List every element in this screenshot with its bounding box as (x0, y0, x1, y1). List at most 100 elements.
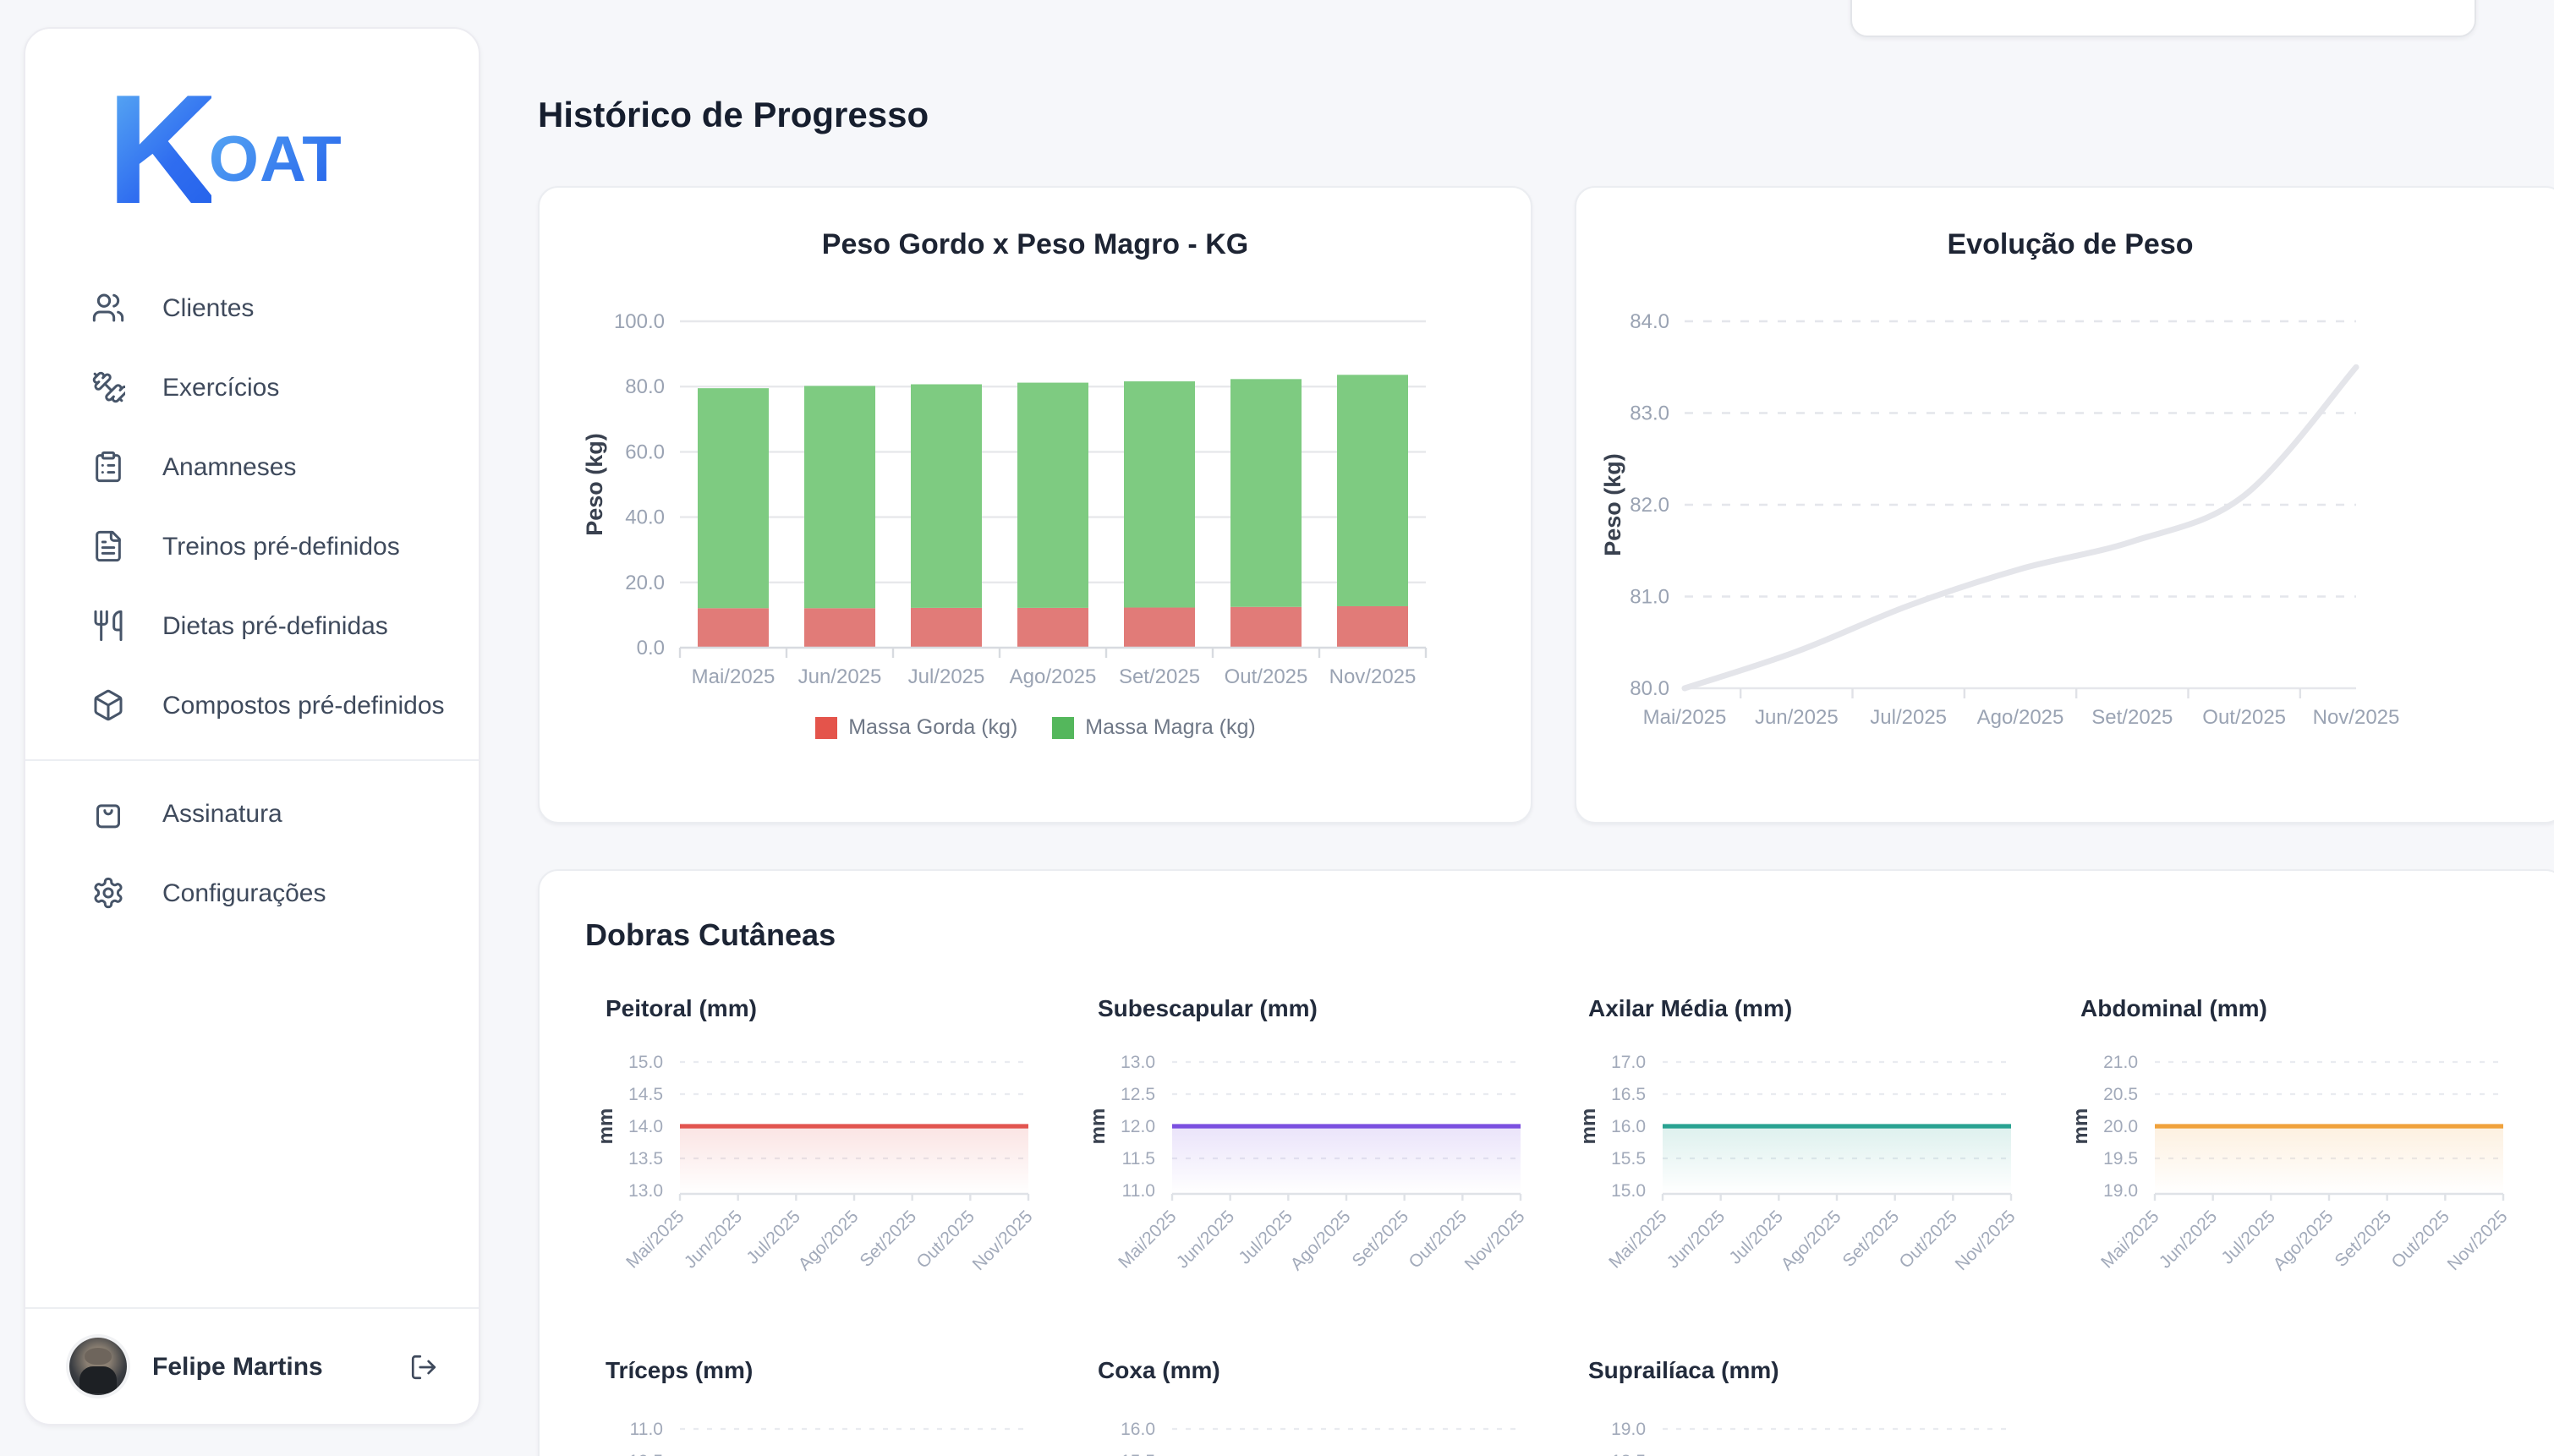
sidebar-item-label: Exercícios (162, 373, 280, 402)
svg-text:20.5: 20.5 (2103, 1085, 2138, 1104)
mini-chart-title: Axilar Média (mm) (1588, 994, 1793, 1021)
card-dobras-cutaneas: Dobras Cutâneas Peitoral (mm) mm Mai/2025… (538, 869, 2554, 1456)
svg-text:mm: mm (595, 1108, 617, 1145)
svg-text:mm: mm (2069, 1108, 2092, 1145)
svg-text:11.0: 11.0 (1122, 1181, 1155, 1201)
svg-text:Mai/2025: Mai/2025 (1115, 1207, 1180, 1272)
legend-label: Massa Magra (kg) (1085, 715, 1256, 739)
area-chart: mmMai/2025Jun/2025Jul/2025Ago/2025Set/20… (1577, 1053, 2020, 1274)
svg-text:Out/2025: Out/2025 (2388, 1207, 2453, 1272)
svg-text:Mai/2025: Mai/2025 (692, 665, 776, 688)
logo-text: OAT (208, 125, 343, 197)
svg-text:13.0: 13.0 (628, 1181, 663, 1201)
sidebar-item-assinatura[interactable]: Assinatura (25, 774, 479, 853)
svg-text:100.0: 100.0 (614, 310, 665, 333)
sidebar-divider (25, 758, 479, 761)
svg-text:Peso (kg): Peso (kg) (1600, 453, 1625, 556)
legend-item: Massa Magra (kg) (1051, 715, 1256, 739)
svg-text:11.0: 11.0 (630, 1420, 663, 1439)
chart-legend: Massa Gorda (kg) Massa Magra (kg) (540, 715, 1531, 739)
mini-chart-suprailiaca: Suprailíaca (mm) 19.0 18.5 (1568, 1358, 2042, 1456)
gear-icon (94, 878, 123, 909)
svg-text:mm: mm (1577, 1108, 1600, 1145)
sidebar-item-clientes[interactable]: Clientes (25, 268, 479, 348)
svg-text:Set/2025: Set/2025 (1119, 665, 1200, 688)
svg-text:16.5: 16.5 (1611, 1085, 1646, 1104)
svg-text:80.0: 80.0 (625, 375, 665, 398)
svg-text:Jul/2025: Jul/2025 (1870, 706, 1947, 729)
chart-title: Peso Gordo x Peso Magro - KG (821, 228, 1249, 260)
svg-text:Jun/2025: Jun/2025 (1755, 706, 1839, 729)
svg-text:Ago/2025: Ago/2025 (1287, 1207, 1355, 1274)
area-chart: mmMai/2025Jun/2025Jul/2025Ago/2025Set/20… (595, 1053, 1037, 1274)
sidebar-item-configuracoes[interactable]: Configurações (25, 853, 479, 933)
svg-text:Mai/2025: Mai/2025 (1643, 706, 1727, 729)
mini-chart-abdominal: Abdominal (mm) mm Mai/2025 Jun/2025 Jul/202… (2060, 996, 2534, 1299)
file-text-icon (96, 531, 121, 562)
sidebar: K OAT Clientes Exercícios Anamneses Trein… (24, 27, 480, 1426)
svg-text:Nov/2025: Nov/2025 (2444, 1207, 2512, 1274)
svg-text:84.0: 84.0 (1630, 310, 1669, 333)
sidebar-item-anamneses[interactable]: Anamneses (25, 427, 479, 506)
sidebar-item-label: Compostos pré-definidos (162, 691, 445, 720)
mini-chart-triceps: Tríceps (mm) 11.0 10.5 (585, 1358, 1059, 1456)
svg-text:Ago/2025: Ago/2025 (795, 1207, 863, 1274)
mini-chart-axilar-media: Axilar Média (mm) mm Mai/2025 Jun/2025 Jul/… (1568, 996, 2042, 1299)
svg-text:15.0: 15.0 (1611, 1181, 1646, 1201)
svg-text:Ago/2025: Ago/2025 (1778, 1207, 1845, 1274)
svg-text:12.5: 12.5 (1121, 1085, 1155, 1104)
floating-card-partial (1850, 0, 2476, 37)
card-evolucao-peso: Evolução de Peso 84.0 83.0 82.0 81.0 80.0 Pes… (1575, 186, 2554, 824)
svg-text:80.0: 80.0 (1630, 677, 1669, 700)
svg-text:60.0: 60.0 (625, 441, 665, 463)
svg-text:16.0: 16.0 (1121, 1420, 1155, 1439)
svg-text:21.0: 21.0 (2103, 1053, 2138, 1072)
app-logo: K OAT (25, 29, 479, 228)
svg-text:Out/2025: Out/2025 (1896, 1207, 1961, 1272)
chart-title: Evolução de Peso (1947, 228, 2194, 260)
svg-text:15.5: 15.5 (1611, 1149, 1646, 1169)
card-peso-gordo-magro: Peso Gordo x Peso Magro - KG 100.0 80.0 60… (538, 186, 1532, 824)
avatar (69, 1338, 127, 1395)
svg-text:Jun/2025: Jun/2025 (2156, 1207, 2221, 1272)
svg-text:10.5: 10.5 (628, 1452, 663, 1456)
legend-label: Massa Gorda (kg) (848, 715, 1018, 739)
svg-text:Set/2025: Set/2025 (856, 1207, 920, 1271)
svg-text:Ago/2025: Ago/2025 (1010, 665, 1097, 688)
svg-text:Set/2025: Set/2025 (2331, 1207, 2395, 1271)
sidebar-item-dietas[interactable]: Dietas pré-definidas (25, 586, 479, 665)
svg-text:15.5: 15.5 (1121, 1452, 1155, 1456)
svg-text:Nov/2025: Nov/2025 (1461, 1207, 1529, 1274)
mini-chart-title: Coxa (mm) (1098, 1356, 1220, 1383)
svg-text:Mai/2025: Mai/2025 (622, 1207, 688, 1272)
area-chart: 19.0 18.5 (1611, 1420, 2011, 1456)
svg-text:19.5: 19.5 (2103, 1149, 2138, 1169)
svg-text:Out/2025: Out/2025 (1406, 1207, 1471, 1272)
svg-text:81.0: 81.0 (1630, 586, 1669, 609)
svg-text:40.0: 40.0 (625, 506, 665, 529)
svg-text:83.0: 83.0 (1630, 402, 1669, 425)
area-chart: mmMai/2025Jun/2025Jul/2025Ago/2025Set/20… (2069, 1053, 2512, 1274)
svg-text:82.0: 82.0 (1630, 494, 1669, 517)
mini-chart-subescapular: Subescapular (mm) mm Mai/2025 Jun/2025 Jul/… (1077, 996, 1551, 1299)
utensils-icon (94, 610, 123, 642)
package-icon (94, 690, 123, 721)
area-chart: 11.0 10.5 (628, 1420, 1028, 1456)
sidebar-item-label: Configurações (162, 879, 326, 908)
svg-text:Ago/2025: Ago/2025 (2270, 1207, 2338, 1274)
logout-button[interactable] (409, 1352, 438, 1381)
sidebar-item-exercicios[interactable]: Exercícios (25, 348, 479, 427)
svg-text:20.0: 20.0 (625, 572, 665, 594)
area-chart: mmMai/2025Jun/2025Jul/2025Ago/2025Set/20… (1087, 1053, 1529, 1274)
sidebar-item-compostos[interactable]: Compostos pré-definidos (25, 665, 479, 745)
line-chart: 84.0 83.0 82.0 81.0 80.0 Peso (kg) Mai/2025 Jun… (1600, 310, 2399, 729)
legend-swatch-red (814, 716, 837, 738)
sidebar-item-label: Treinos pré-definidos (162, 532, 400, 561)
svg-text:Set/2025: Set/2025 (1839, 1207, 1903, 1271)
logout-icon (411, 1354, 436, 1379)
sidebar-item-treinos[interactable]: Treinos pré-definidos (25, 506, 479, 586)
svg-text:Jun/2025: Jun/2025 (798, 665, 882, 688)
svg-text:11.5: 11.5 (1122, 1149, 1155, 1169)
svg-text:Ago/2025: Ago/2025 (1977, 706, 2064, 729)
svg-text:Out/2025: Out/2025 (2202, 706, 2286, 729)
